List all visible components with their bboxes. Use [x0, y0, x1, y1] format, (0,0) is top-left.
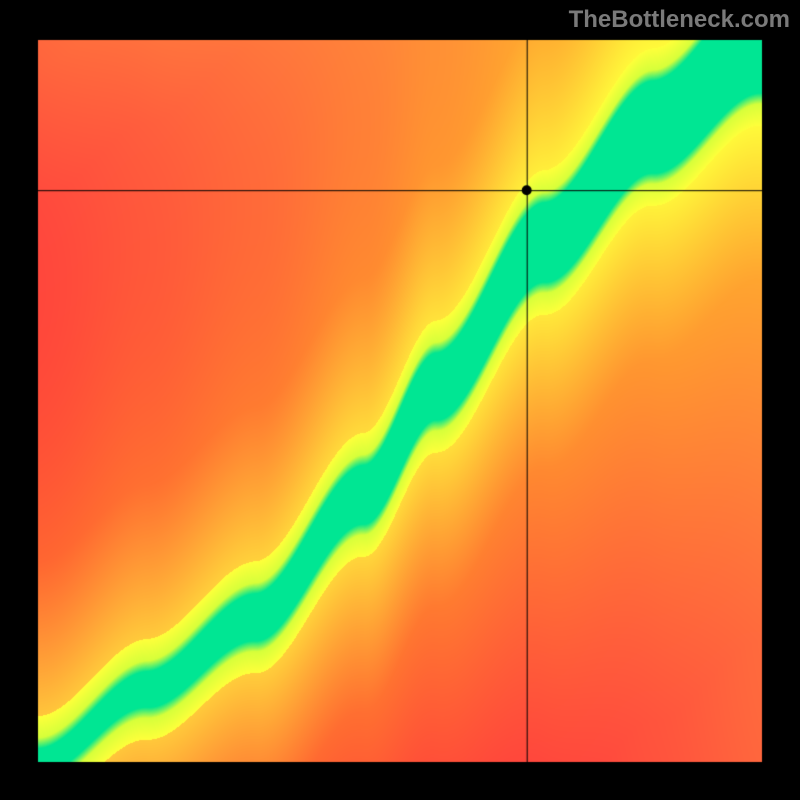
bottleneck-heatmap	[0, 0, 800, 800]
attribution-text: TheBottleneck.com	[569, 6, 790, 34]
